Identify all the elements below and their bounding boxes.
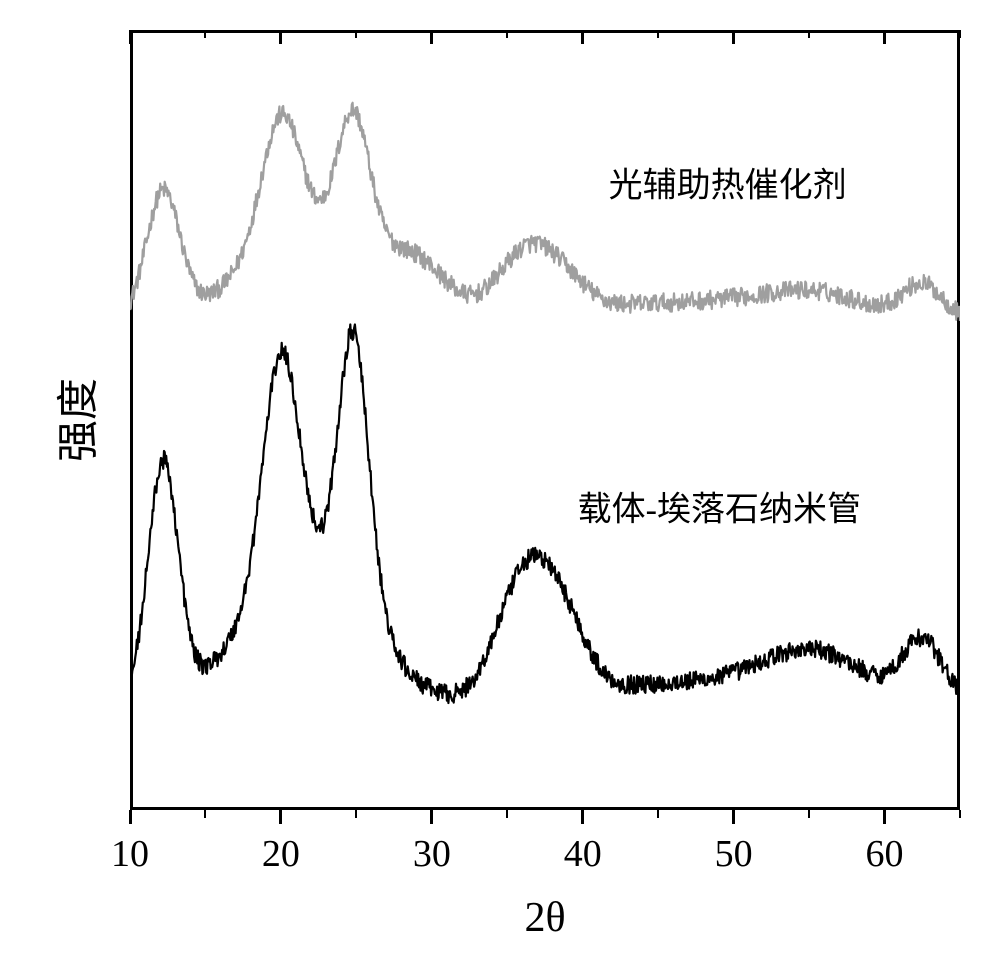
x-axis-label: 2θ — [524, 894, 565, 942]
y-axis-label: 强度 — [45, 378, 106, 462]
x-tick-label: 10 — [111, 832, 149, 876]
x-tick-major-top — [279, 30, 282, 44]
x-tick-label: 60 — [866, 832, 904, 876]
series-label-bottom: 载体-埃落石纳米管 — [578, 481, 861, 530]
x-tick-major-top — [581, 30, 584, 44]
xrd-svg — [130, 30, 960, 810]
x-tick-label: 50 — [715, 832, 753, 876]
x-tick-major — [279, 810, 282, 824]
x-tick-major — [732, 810, 735, 824]
x-tick-minor — [657, 810, 659, 818]
x-tick-minor-top — [506, 30, 508, 38]
x-tick-major — [430, 810, 433, 824]
x-tick-minor-top — [204, 30, 206, 38]
x-tick-major-top — [732, 30, 735, 44]
x-tick-label: 40 — [564, 832, 602, 876]
x-tick-label: 20 — [262, 832, 300, 876]
x-tick-minor — [959, 810, 961, 818]
x-tick-minor-top — [355, 30, 357, 38]
x-tick-major — [581, 810, 584, 824]
plot-area: 光辅助热催化剂 载体-埃落石纳米管 — [130, 30, 960, 810]
x-tick-major — [883, 810, 886, 824]
x-tick-minor — [204, 810, 206, 818]
x-tick-minor-top — [808, 30, 810, 38]
x-tick-major-top — [883, 30, 886, 44]
x-tick-major-top — [430, 30, 433, 44]
series-label-top: 光辅助热催化剂 — [609, 158, 847, 207]
series-line-0 — [130, 103, 960, 321]
x-tick-major-top — [129, 30, 132, 44]
x-tick-minor-top — [657, 30, 659, 38]
x-tick-major — [129, 810, 132, 824]
x-tick-label: 30 — [413, 832, 451, 876]
x-tick-minor-top — [959, 30, 961, 38]
x-tick-minor — [808, 810, 810, 818]
xrd-figure: 光辅助热催化剂 载体-埃落石纳米管 10 20 30 40 50 60 强度 2θ — [0, 0, 1000, 954]
x-tick-minor — [506, 810, 508, 818]
x-tick-minor — [355, 810, 357, 818]
